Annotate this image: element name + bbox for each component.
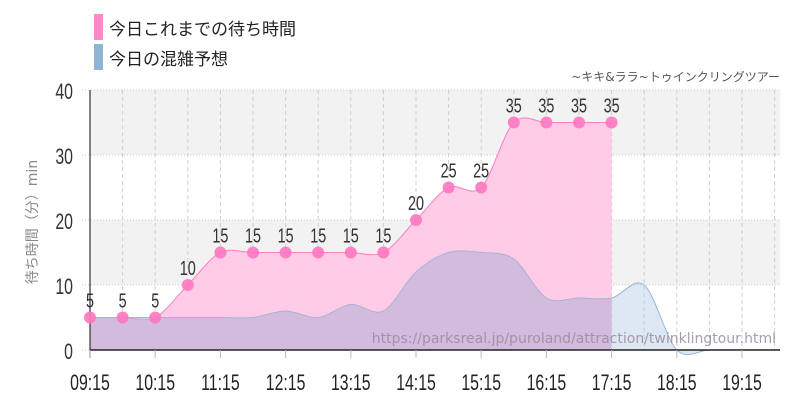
y-tick-label: 40 (55, 81, 73, 105)
legend-swatch-forecast (94, 44, 103, 70)
y-tick-label: 30 (55, 146, 73, 170)
forecast-overlap-area (90, 250, 612, 350)
data-point (410, 214, 422, 226)
data-point (475, 181, 488, 194)
legend: 今日これまでの待ち時間 今日の混雑予想 (94, 12, 296, 72)
data-label: 20 (408, 192, 424, 215)
x-tick-label: 11:15 (201, 372, 239, 396)
data-point (344, 246, 357, 259)
data-point (605, 116, 618, 129)
data-point (573, 116, 585, 129)
x-tick-label: 18:15 (657, 372, 697, 396)
chart-subtitle: ~キキ&ララ~トゥインクリングツアー (571, 70, 780, 84)
data-label: 35 (506, 94, 522, 117)
data-label: 35 (604, 94, 620, 117)
legend-label-actual: 今日これまでの待ち時間 (109, 19, 296, 40)
legend-swatch-actual (94, 14, 103, 40)
data-label: 15 (343, 224, 359, 247)
data-point (279, 246, 292, 259)
data-label: 5 (151, 289, 159, 312)
grid-band (90, 90, 780, 155)
data-label: 5 (86, 289, 94, 312)
legend-item-forecast: 今日の混雑予想 (94, 42, 296, 72)
y-tick-label: 10 (55, 276, 73, 300)
y-tick-label: 0 (64, 341, 73, 365)
data-point (116, 311, 129, 324)
legend-label-forecast: 今日の混雑予想 (109, 49, 228, 70)
actual-area (90, 117, 612, 350)
data-label: 15 (310, 224, 326, 247)
data-label: 10 (180, 257, 196, 280)
data-point (149, 311, 162, 324)
x-tick-label: 15:15 (461, 372, 501, 396)
forecast-line (90, 250, 780, 356)
data-label: 35 (571, 94, 587, 117)
data-point (247, 246, 259, 259)
x-tick-label: 19:15 (722, 372, 762, 396)
x-tick-label: 10:15 (135, 372, 175, 396)
watermark-url: https://parksreal.jp/puroland/attraction… (372, 331, 776, 347)
data-point (214, 246, 227, 259)
data-label: 35 (538, 94, 554, 117)
data-label: 25 (441, 159, 457, 182)
data-label: 5 (119, 289, 127, 312)
x-tick-label: 14:15 (396, 372, 436, 396)
data-label: 15 (375, 224, 391, 247)
data-point (181, 279, 194, 291)
data-label: 15 (278, 224, 294, 247)
data-point (507, 116, 520, 129)
x-tick-label: 09:15 (70, 372, 110, 396)
data-label: 15 (245, 224, 261, 247)
x-tick-label: 12:15 (266, 372, 306, 396)
data-label: 15 (212, 224, 228, 247)
data-point (377, 246, 390, 259)
y-tick-label: 20 (55, 211, 73, 235)
data-point (312, 246, 325, 259)
data-point (540, 116, 553, 129)
x-tick-label: 16:15 (527, 372, 567, 396)
x-tick-label: 13:15 (331, 372, 371, 396)
x-tick-label: 17:15 (592, 372, 632, 396)
data-point (442, 181, 455, 194)
data-point (84, 311, 96, 324)
legend-item-actual: 今日これまでの待ち時間 (94, 12, 296, 42)
forecast-area (90, 250, 780, 355)
data-label: 25 (473, 159, 489, 182)
